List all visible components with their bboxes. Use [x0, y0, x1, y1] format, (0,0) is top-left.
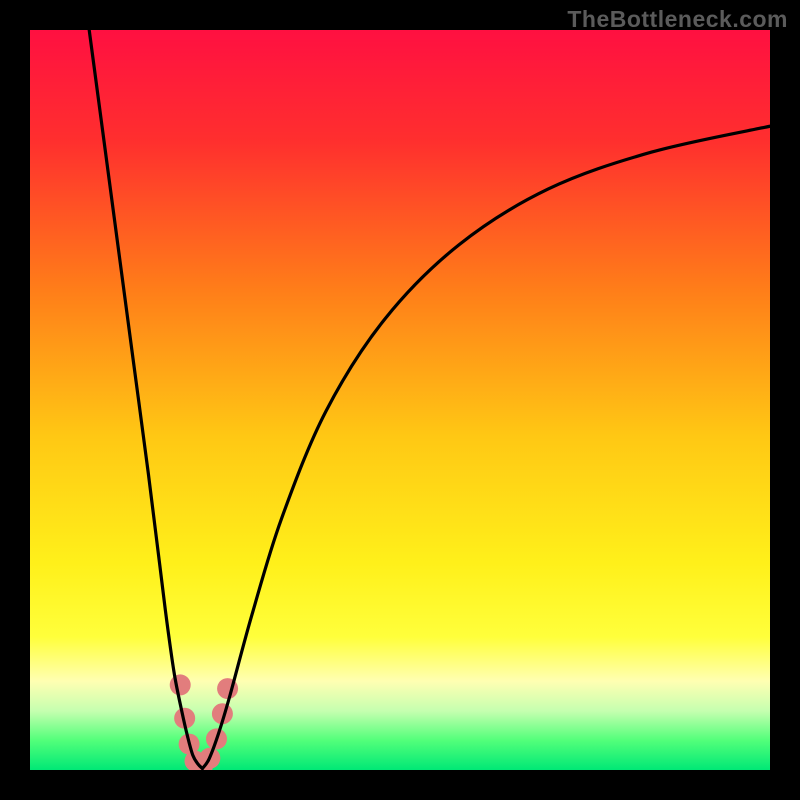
marker-point [170, 674, 191, 695]
watermark-text: TheBottleneck.com [567, 6, 788, 32]
chart-frame: TheBottleneck.com [0, 0, 800, 800]
chart-svg [30, 30, 770, 770]
plot-area [30, 30, 770, 770]
gradient-background [30, 30, 770, 770]
watermark-label: TheBottleneck.com [567, 6, 788, 33]
